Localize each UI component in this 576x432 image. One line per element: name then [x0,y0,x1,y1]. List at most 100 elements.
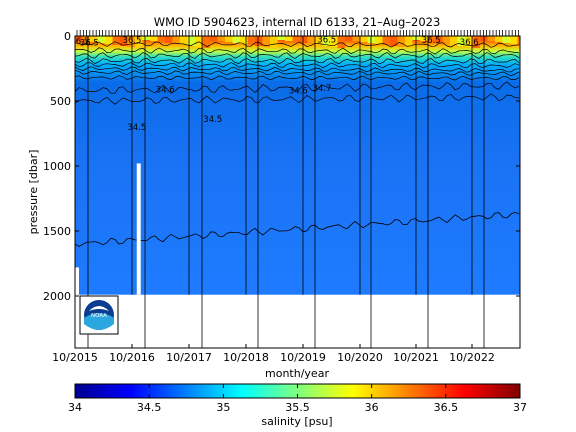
contour-label: 36.5 [422,36,441,46]
surface-cell [487,36,495,41]
surface-cell [195,36,203,47]
surface-cell [315,36,323,45]
data-gap [136,163,141,295]
y-axis: 0 500 1000 1500 2000 [43,30,520,303]
x-tick-label: 10/2019 [280,351,326,364]
salinity-contour [75,70,520,77]
surface-cell [75,36,83,40]
surface-cell [150,36,158,41]
surface-cell [90,36,98,42]
surface-cell [187,36,195,46]
x-tick-label: 10/2022 [449,351,495,364]
surface-cell [120,36,128,46]
surface-cell [157,36,165,42]
colorbar-tick-label: 35 [216,401,230,414]
surface-cell [517,36,520,45]
data-gap [75,267,79,295]
y-tick-label: 500 [50,95,71,108]
surface-cell [382,36,390,45]
salinity-contour [75,93,520,105]
salinity-contour [75,211,520,247]
surface-cell [82,36,90,41]
colorbar-tick-label: 36 [365,401,379,414]
surface-cell [510,36,518,44]
logo-wave [84,313,114,330]
surface-cell [247,36,255,45]
salinity-contour [75,66,520,73]
surface-cell [435,36,443,43]
colorbar-tick-label: 34 [68,401,82,414]
contour-label: 34.5 [127,123,146,133]
surface-cell [502,36,510,43]
contour-label: 36.5 [70,37,89,47]
y-tick-label: 0 [64,30,71,43]
surface-cell [127,36,135,47]
surface-cell [307,36,315,44]
surface-cell [217,36,225,41]
y-tick-label: 1500 [43,225,71,238]
contour-label: 36.5 [317,35,336,45]
surface-cell [255,36,263,46]
surface-cell [472,36,480,48]
logo-text: NOAA [91,313,107,319]
surface-cell [225,36,233,42]
surface-cell [277,36,285,40]
surface-cell [112,36,120,45]
surface-cell [285,36,293,41]
logo-bird [89,306,109,311]
surface-cell [345,36,353,40]
x-tick-label: 10/2017 [166,351,212,364]
x-axis-label: month/year [265,367,329,380]
surface-cell [165,36,173,43]
surface-cell [270,36,278,48]
surface-cell [495,36,503,42]
y-tick-label: 1000 [43,160,71,173]
surface-cell [97,36,105,43]
colorbar-tick-label: 35.5 [285,401,310,414]
surface-cell [232,36,240,43]
salinity-contour [75,47,520,55]
surface-cell [442,36,450,44]
x-tick-label: 10/2020 [337,351,383,364]
surface-cell [262,36,270,47]
x-tick-label: 10/2015 [52,351,98,364]
y-axis-label: pressure [dbar] [27,150,40,235]
salinity-contour [75,75,520,81]
chart-title: WMO ID 5904623, internal ID 6133, 21–Aug… [154,15,441,29]
x-tick-label: 10/2016 [109,351,155,364]
salinity-contour [75,62,520,69]
surface-cell [172,36,180,44]
surface-cell [105,36,113,44]
surface-cell [390,36,398,46]
salinity-contour [75,41,520,48]
surface-cell [330,36,338,47]
surface-cell [360,36,368,42]
surface-cell [202,36,210,48]
surface-cell [450,36,458,45]
x-tick-label: 10/2021 [393,351,439,364]
contour-label: 34.5 [203,115,222,125]
contour-label: 36.6 [460,38,479,48]
contour-label: 36.5 [80,39,99,49]
surface-cell [240,36,248,44]
colorbar-tick-label: 34.5 [137,401,162,414]
surface-cell [375,36,383,44]
noaa-logo: NOAA [79,295,119,335]
surface-cell [135,36,143,48]
surface-cell [300,36,308,43]
surface-cell [397,36,405,47]
surface-cell [405,36,413,48]
surface-cell [337,36,345,48]
salinity-field [75,36,520,295]
colorbar-ticks: 34 34.5 35 35.5 36 36.5 37 [68,384,527,414]
colorbar-label: salinity [psu] [261,415,332,428]
salinity-contour [75,51,520,59]
surface-cell [180,36,188,45]
y-tick-label: 2000 [43,290,71,303]
salinity-contour [75,57,520,65]
contour-label: 34.6 [156,85,175,95]
colorbar-tick-label: 36.5 [434,401,459,414]
surface-cell [352,36,360,41]
colorbar-tick-label: 37 [513,401,527,414]
